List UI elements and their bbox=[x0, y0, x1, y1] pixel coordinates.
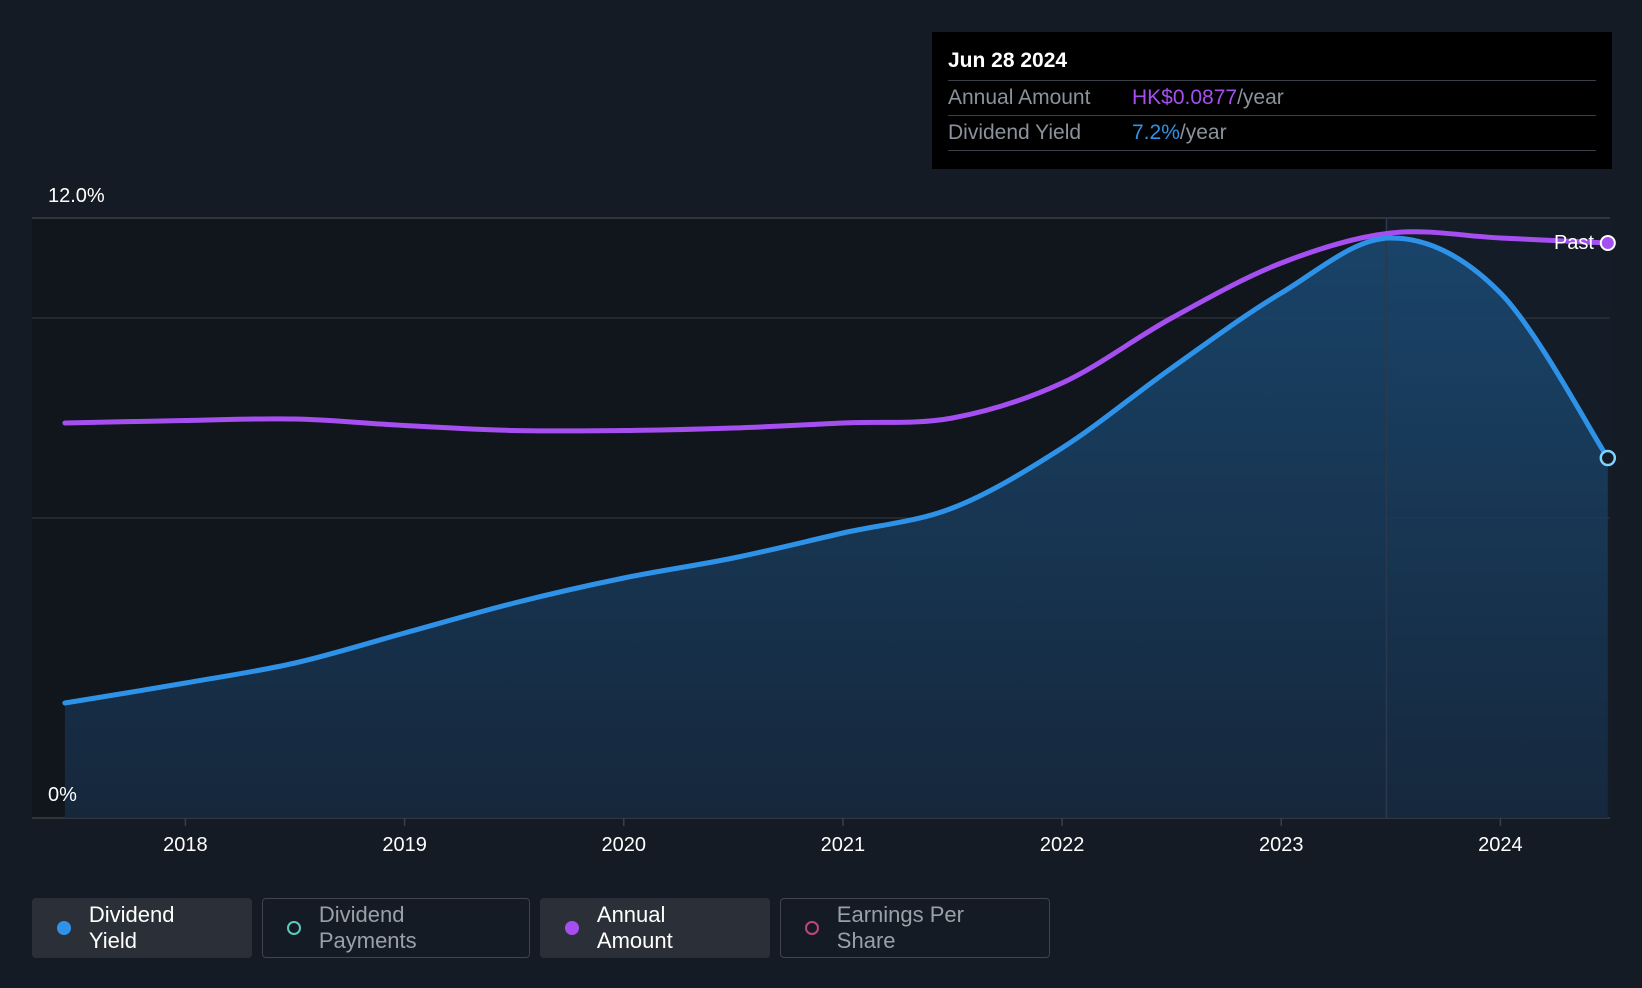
y-tick-label-bottom: 0% bbox=[48, 784, 77, 806]
chart-legend: Dividend Yield Dividend Payments Annual … bbox=[32, 898, 1050, 958]
legend-item-dividend-yield[interactable]: Dividend Yield bbox=[32, 898, 252, 958]
dividend-payments-ring-icon bbox=[287, 921, 301, 935]
dividend-yield-dot-icon bbox=[57, 921, 71, 935]
x-tick-label-2020: 2020 bbox=[602, 834, 647, 856]
chart-tooltip: Jun 28 2024 Annual Amount HK$0.0877/year… bbox=[932, 32, 1612, 169]
tooltip-annual-amount-unit: /year bbox=[1237, 86, 1284, 109]
dividend-yield-line bbox=[62, 235, 1611, 706]
tooltip-date: Jun 28 2024 bbox=[948, 49, 1068, 72]
legend-label-dividend-payments: Dividend Payments bbox=[318, 902, 417, 953]
tooltip-annual-amount-value: HK$0.0877 bbox=[1132, 86, 1238, 109]
tooltip-row-annual-amount: Annual Amount HK$0.0877/year bbox=[948, 80, 1596, 115]
dividend-yield-area bbox=[64, 238, 1608, 818]
x-tick-label-2018: 2018 bbox=[163, 834, 208, 856]
legend-item-annual-amount[interactable]: Annual Amount bbox=[540, 898, 770, 958]
legend-item-dividend-payments[interactable]: Dividend Payments bbox=[262, 898, 530, 958]
legend-label-dividend-yield: Dividend Yield bbox=[88, 902, 175, 953]
annual-amount-line bbox=[62, 229, 1611, 434]
legend-label-annual-amount: Annual Amount bbox=[596, 902, 673, 953]
legend-item-earnings-per-share[interactable]: Earnings Per Share bbox=[780, 898, 1050, 958]
tooltip-row-dividend-yield: Dividend Yield 7.2%/year bbox=[948, 115, 1596, 151]
tooltip-dividend-yield-unit: /year bbox=[1179, 121, 1227, 144]
x-tick-label-2024: 2024 bbox=[1478, 834, 1523, 856]
y-tick-label-top: 12.0% bbox=[48, 185, 105, 207]
tooltip-dividend-yield-label: Dividend Yield bbox=[948, 121, 1082, 144]
past-label: Past bbox=[1554, 232, 1594, 254]
x-tick-label-2021: 2021 bbox=[821, 834, 866, 856]
annual-amount-dot-icon bbox=[565, 921, 579, 935]
tooltip-dividend-yield-value: 7.2% bbox=[1132, 121, 1180, 144]
dividend-yield-end-marker[interactable] bbox=[1599, 449, 1617, 467]
legend-label-earnings-per-share: Earnings Per Share bbox=[836, 902, 964, 953]
x-tick-label-2023: 2023 bbox=[1259, 834, 1304, 856]
x-tick-label-2019: 2019 bbox=[382, 834, 427, 856]
annual-amount-end-marker[interactable] bbox=[1599, 235, 1616, 251]
tooltip-annual-amount-label: Annual Amount bbox=[948, 86, 1091, 109]
x-tick-label-2022: 2022 bbox=[1040, 834, 1085, 856]
earnings-per-share-ring-icon bbox=[805, 921, 819, 935]
